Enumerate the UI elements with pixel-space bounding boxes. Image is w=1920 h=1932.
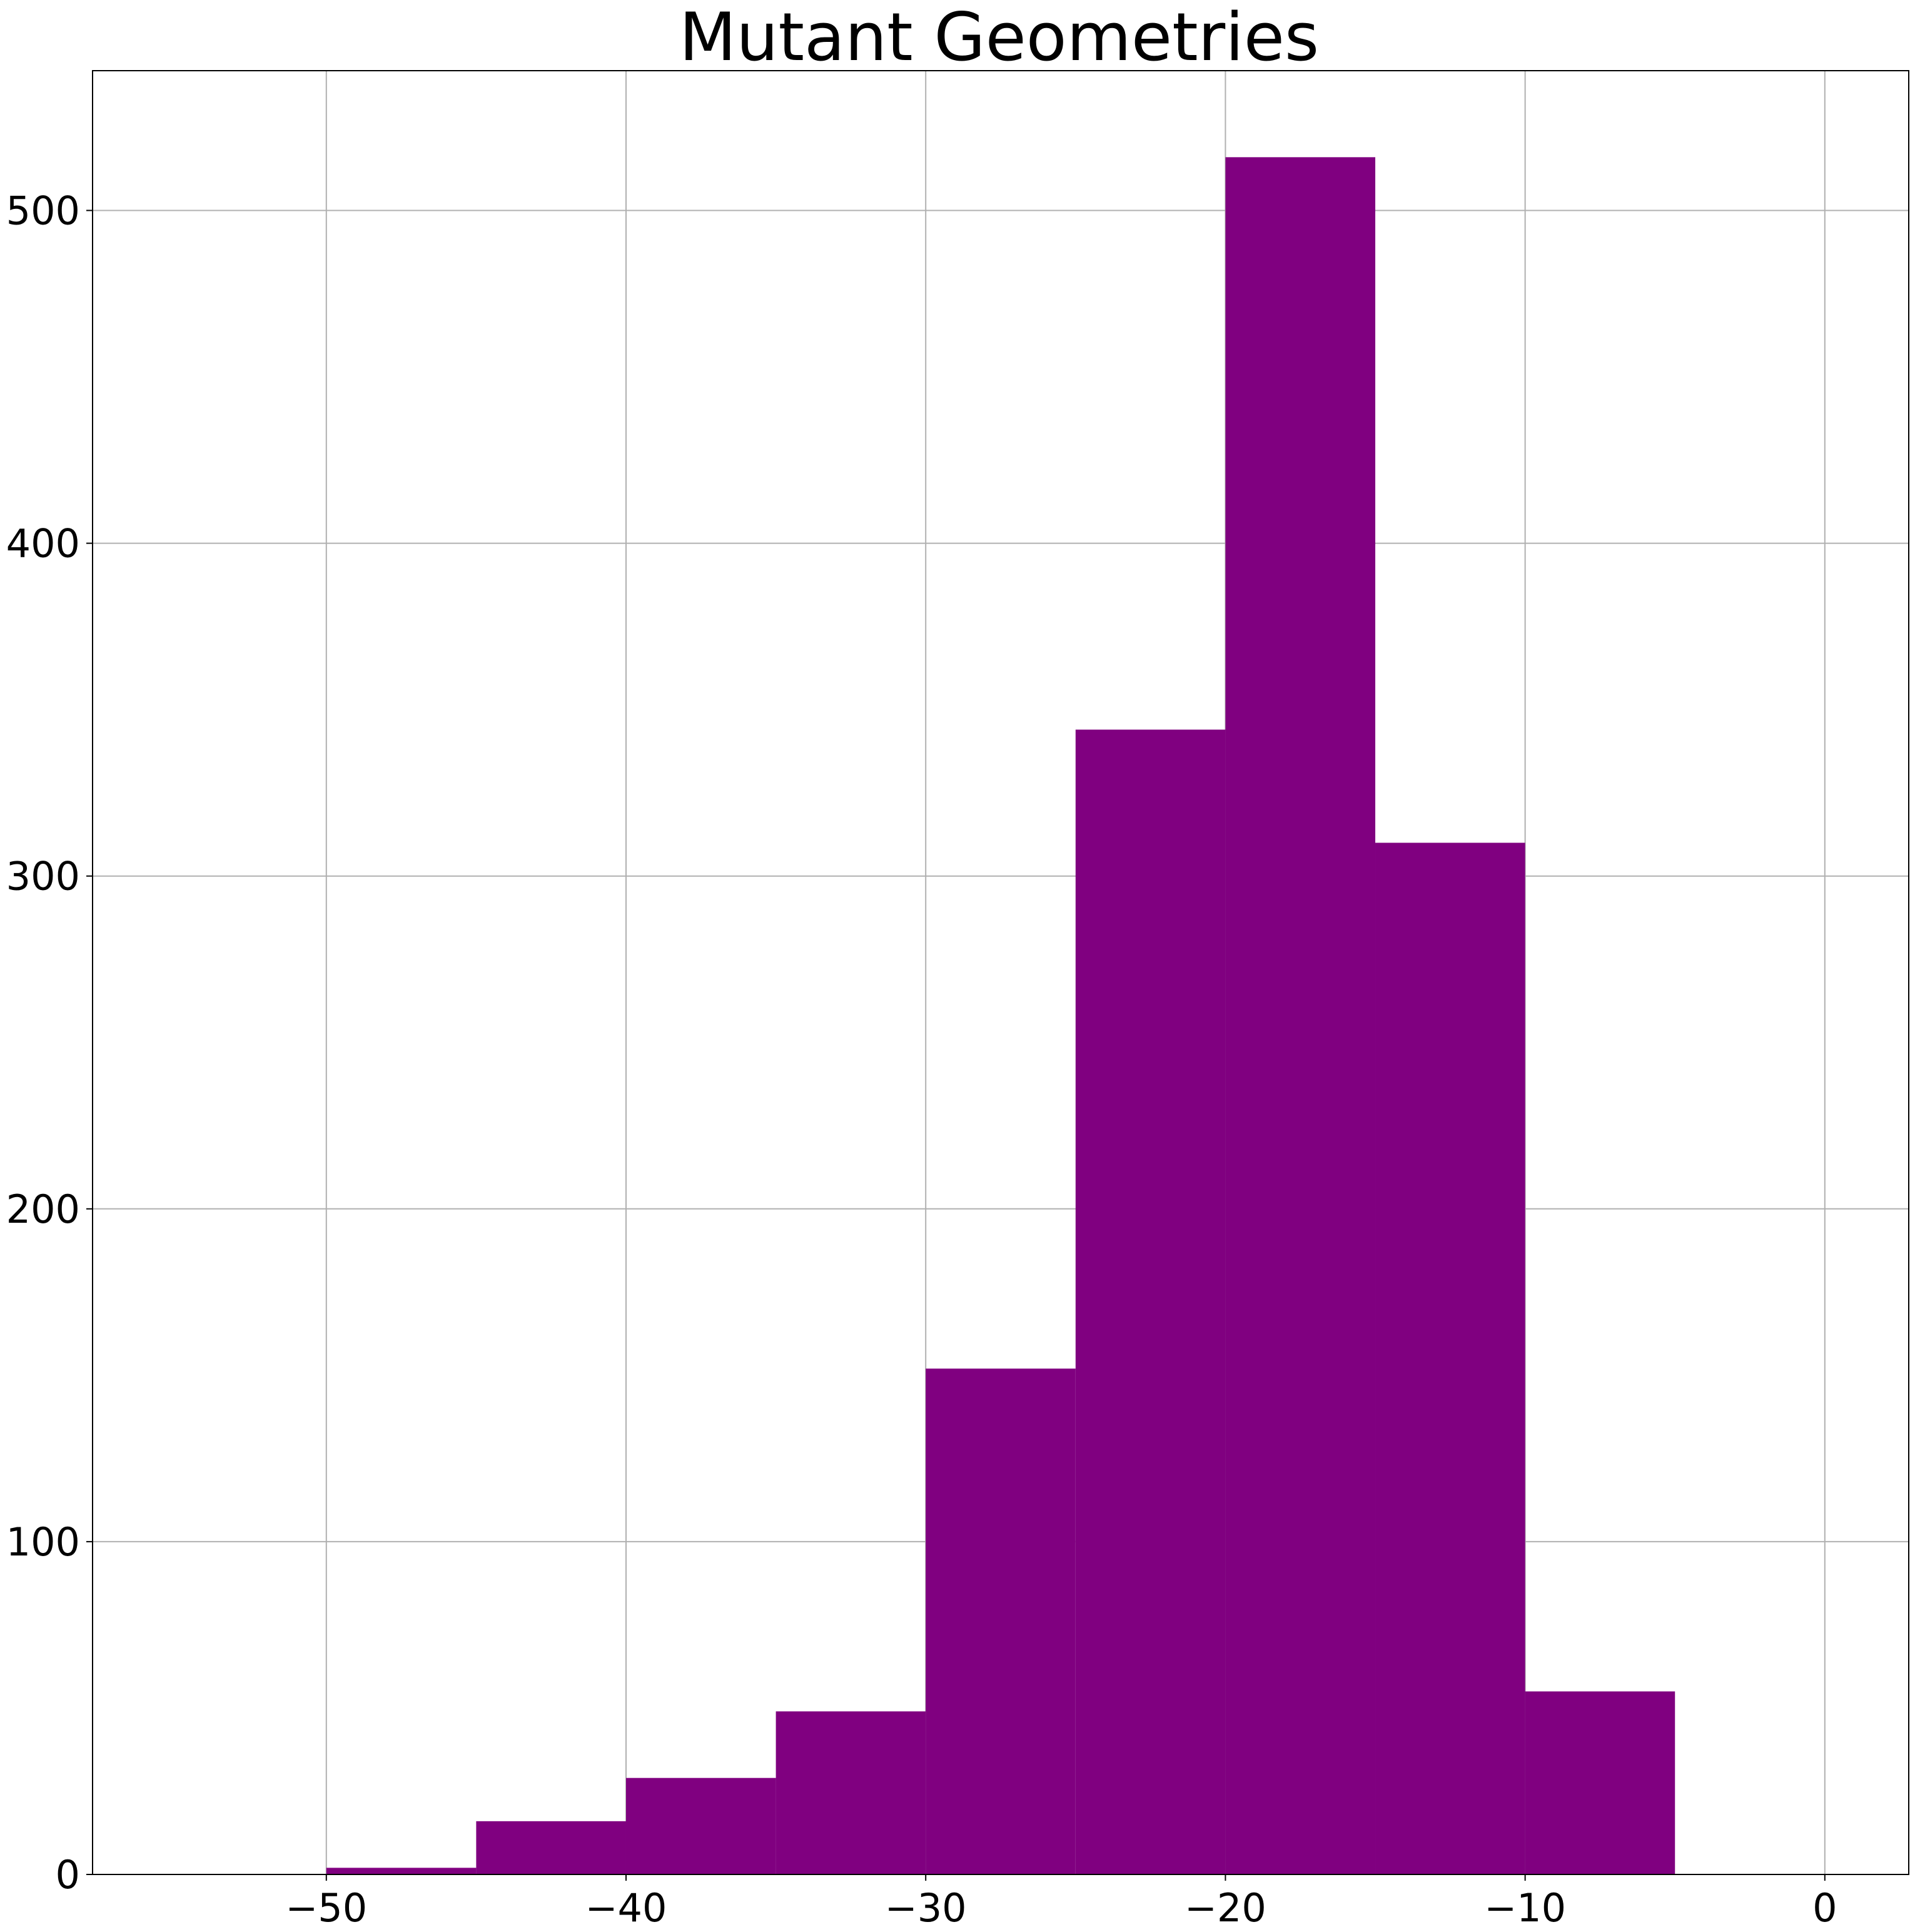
histogram-bar (625, 1778, 776, 1874)
histogram-bar (926, 1368, 1076, 1874)
histogram-bar (1075, 729, 1226, 1874)
histogram-bars (326, 157, 1675, 1874)
x-axis-ticks: −50 −40 −30 −20 −10 0 (285, 1874, 1837, 1931)
plot-frame (92, 70, 1909, 1875)
x-tick-label: 0 (1812, 1885, 1837, 1931)
histogram-bar (1525, 1691, 1675, 1874)
grid-lines (93, 71, 1909, 1875)
x-tick-label: −10 (1484, 1885, 1566, 1931)
chart-title: Mutant Geometries (679, 0, 1320, 76)
histogram-bar (776, 1711, 926, 1874)
histogram-bar (1225, 157, 1376, 1874)
histogram-bar (476, 1821, 626, 1874)
y-tick-label: 400 (6, 521, 80, 567)
y-tick-label: 200 (6, 1186, 80, 1232)
y-tick-label: 100 (6, 1519, 80, 1565)
y-tick-label: 0 (56, 1852, 80, 1898)
x-tick-label: −50 (285, 1885, 367, 1931)
histogram-bar (1375, 842, 1525, 1874)
x-tick-label: −30 (885, 1885, 967, 1931)
y-axis-ticks: 0 100 200 300 400 500 (6, 188, 93, 1898)
histogram-bar (326, 1868, 477, 1874)
x-tick-label: −20 (1185, 1885, 1266, 1931)
y-tick-label: 500 (6, 188, 80, 233)
y-tick-label: 300 (6, 854, 80, 899)
x-tick-label: −40 (585, 1885, 667, 1931)
